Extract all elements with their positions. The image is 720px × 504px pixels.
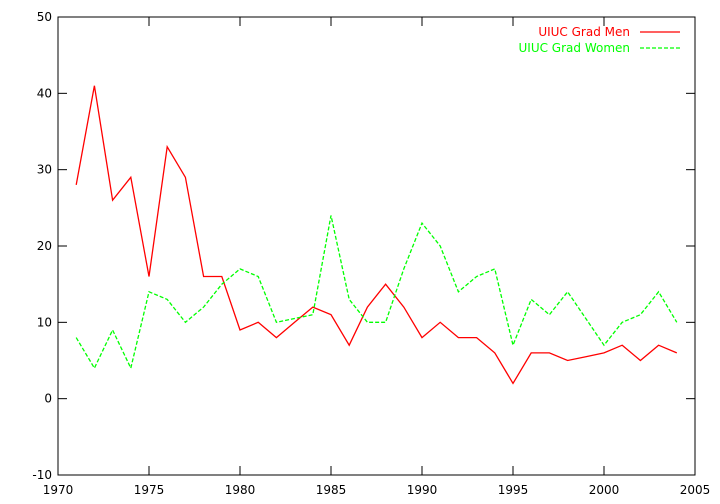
- x-tick-label: 1990: [407, 483, 438, 497]
- y-tick-label: 10: [37, 315, 52, 329]
- x-tick-label: 1975: [134, 483, 165, 497]
- x-tick-label: 1980: [225, 483, 256, 497]
- x-tick-label: 1995: [498, 483, 529, 497]
- y-tick-label: 40: [37, 86, 52, 100]
- axis-tick-labels: 1970 1975 1980 1985 1990 1995 2000 2005 -10 0 10 20…: [32, 10, 710, 497]
- y-tick-label: -10: [32, 468, 52, 482]
- y-tick-label: 30: [37, 163, 52, 177]
- x-tick-label: 1985: [316, 483, 347, 497]
- x-tick-label: 2000: [589, 483, 620, 497]
- axis-ticks: [57, 16, 696, 476]
- y-tick-label: 50: [37, 10, 52, 24]
- series-line-2: [75, 215, 678, 371]
- series-line-1: [75, 85, 678, 385]
- series-lines: [75, 85, 678, 385]
- x-tick-label: 2005: [680, 483, 711, 497]
- legend-label-2: UIUC Grad Women: [519, 41, 631, 55]
- x-tick-label: 1970: [43, 483, 74, 497]
- y-tick-label: 20: [37, 239, 52, 253]
- legend: UIUC Grad Men UIUC Grad Women: [519, 25, 680, 55]
- y-tick-label: 0: [44, 392, 52, 406]
- legend-label-1: UIUC Grad Men: [538, 25, 630, 39]
